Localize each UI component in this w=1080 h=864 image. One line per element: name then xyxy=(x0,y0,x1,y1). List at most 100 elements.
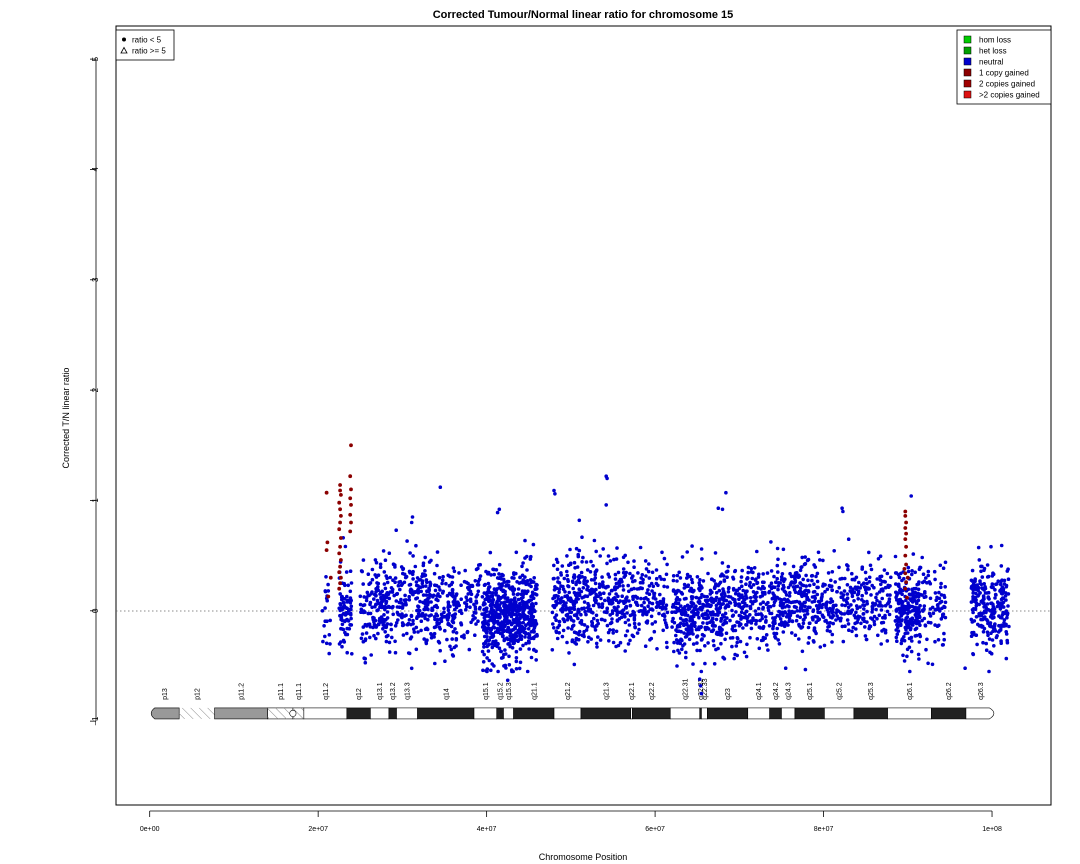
neutral-point xyxy=(406,651,411,655)
neutral-point xyxy=(917,640,922,644)
neutral-point xyxy=(713,613,718,617)
neutral-point xyxy=(906,569,911,574)
neutral-point xyxy=(720,507,725,512)
neutral-point xyxy=(985,619,990,623)
neutral-point xyxy=(585,606,590,610)
ideogram-band-label: q15.3 xyxy=(506,682,513,700)
neutral-point xyxy=(689,600,693,605)
neutral-point xyxy=(896,598,900,603)
neutral-point xyxy=(845,583,850,587)
neutral-point xyxy=(760,590,765,595)
neutral-point xyxy=(778,617,783,621)
neutral-point xyxy=(905,615,910,619)
neutral-point xyxy=(517,612,522,617)
neutral-point xyxy=(698,625,703,630)
neutral-point xyxy=(900,599,904,604)
neutral-point xyxy=(727,600,732,604)
neutral-point xyxy=(738,614,743,618)
neutral-point xyxy=(602,591,606,595)
neutral-point xyxy=(720,572,724,576)
neutral-point xyxy=(838,577,842,581)
neutral-point xyxy=(708,592,713,596)
neutral-point xyxy=(835,608,839,612)
neutral-point xyxy=(646,569,651,574)
gain-point xyxy=(339,536,343,540)
neutral-point xyxy=(613,585,617,589)
neutral-point xyxy=(418,599,422,604)
neutral-point xyxy=(822,643,827,648)
neutral-point xyxy=(748,605,753,610)
neutral-point xyxy=(1002,578,1007,583)
neutral-point xyxy=(838,618,843,623)
neutral-point xyxy=(579,612,583,617)
neutral-point xyxy=(713,551,718,555)
neutral-point xyxy=(423,573,428,577)
neutral-point xyxy=(882,568,887,572)
neutral-point xyxy=(830,570,835,574)
neutral-point xyxy=(367,622,372,626)
neutral-point xyxy=(654,576,659,581)
neutral-point xyxy=(440,581,444,586)
neutral-point xyxy=(723,606,728,610)
neutral-point xyxy=(690,603,694,608)
neutral-point xyxy=(568,610,572,614)
neutral-point xyxy=(497,603,502,607)
neutral-point xyxy=(979,599,984,604)
neutral-point xyxy=(989,631,993,635)
neutral-point xyxy=(714,595,719,600)
neutral-point xyxy=(464,580,469,585)
neutral-point xyxy=(732,588,736,592)
neutral-point xyxy=(928,607,933,611)
neutral-point xyxy=(697,677,702,681)
neutral-point xyxy=(452,569,457,574)
neutral-point xyxy=(847,628,851,632)
gain-point xyxy=(904,562,908,567)
neutral-point xyxy=(791,600,795,604)
neutral-point xyxy=(894,582,898,586)
neutral-point xyxy=(411,569,415,574)
neutral-point xyxy=(664,603,669,607)
neutral-point xyxy=(601,547,605,551)
neutral-point xyxy=(699,669,704,674)
neutral-point xyxy=(339,640,343,644)
neutral-point xyxy=(845,592,850,596)
neutral-point xyxy=(775,576,779,581)
neutral-point xyxy=(728,618,732,623)
neutral-point xyxy=(649,614,654,619)
neutral-point xyxy=(1004,598,1008,602)
neutral-point xyxy=(726,590,731,594)
neutral-point xyxy=(712,643,716,648)
neutral-point xyxy=(429,613,434,617)
neutral-point xyxy=(717,588,722,593)
neutral-point xyxy=(864,637,869,642)
neutral-point xyxy=(1007,624,1011,629)
neutral-point xyxy=(445,637,449,642)
neutral-point xyxy=(975,583,979,587)
neutral-point xyxy=(589,609,593,614)
neutral-point xyxy=(529,607,534,611)
neutral-point xyxy=(695,641,699,645)
neutral-point xyxy=(322,624,326,628)
neutral-point xyxy=(450,588,455,593)
neutral-point xyxy=(635,603,640,607)
neutral-point xyxy=(346,583,351,588)
neutral-point xyxy=(324,641,329,646)
neutral-point xyxy=(970,579,975,583)
neutral-point xyxy=(910,588,914,592)
neutral-point xyxy=(624,606,628,610)
neutral-point xyxy=(985,630,990,634)
neutral-point xyxy=(652,629,657,634)
neutral-point xyxy=(815,592,820,597)
neutral-point xyxy=(916,587,921,592)
neutral-point xyxy=(560,564,565,568)
neutral-point xyxy=(826,571,831,575)
neutral-point xyxy=(703,661,707,666)
neutral-point xyxy=(939,585,943,590)
legend-label: 1 copy gained xyxy=(979,69,1029,78)
neutral-point xyxy=(791,564,796,569)
ideogram-band-label: q22.32 xyxy=(698,678,705,700)
neutral-point xyxy=(878,554,883,558)
neutral-point xyxy=(982,609,987,613)
neutral-point xyxy=(601,583,605,587)
